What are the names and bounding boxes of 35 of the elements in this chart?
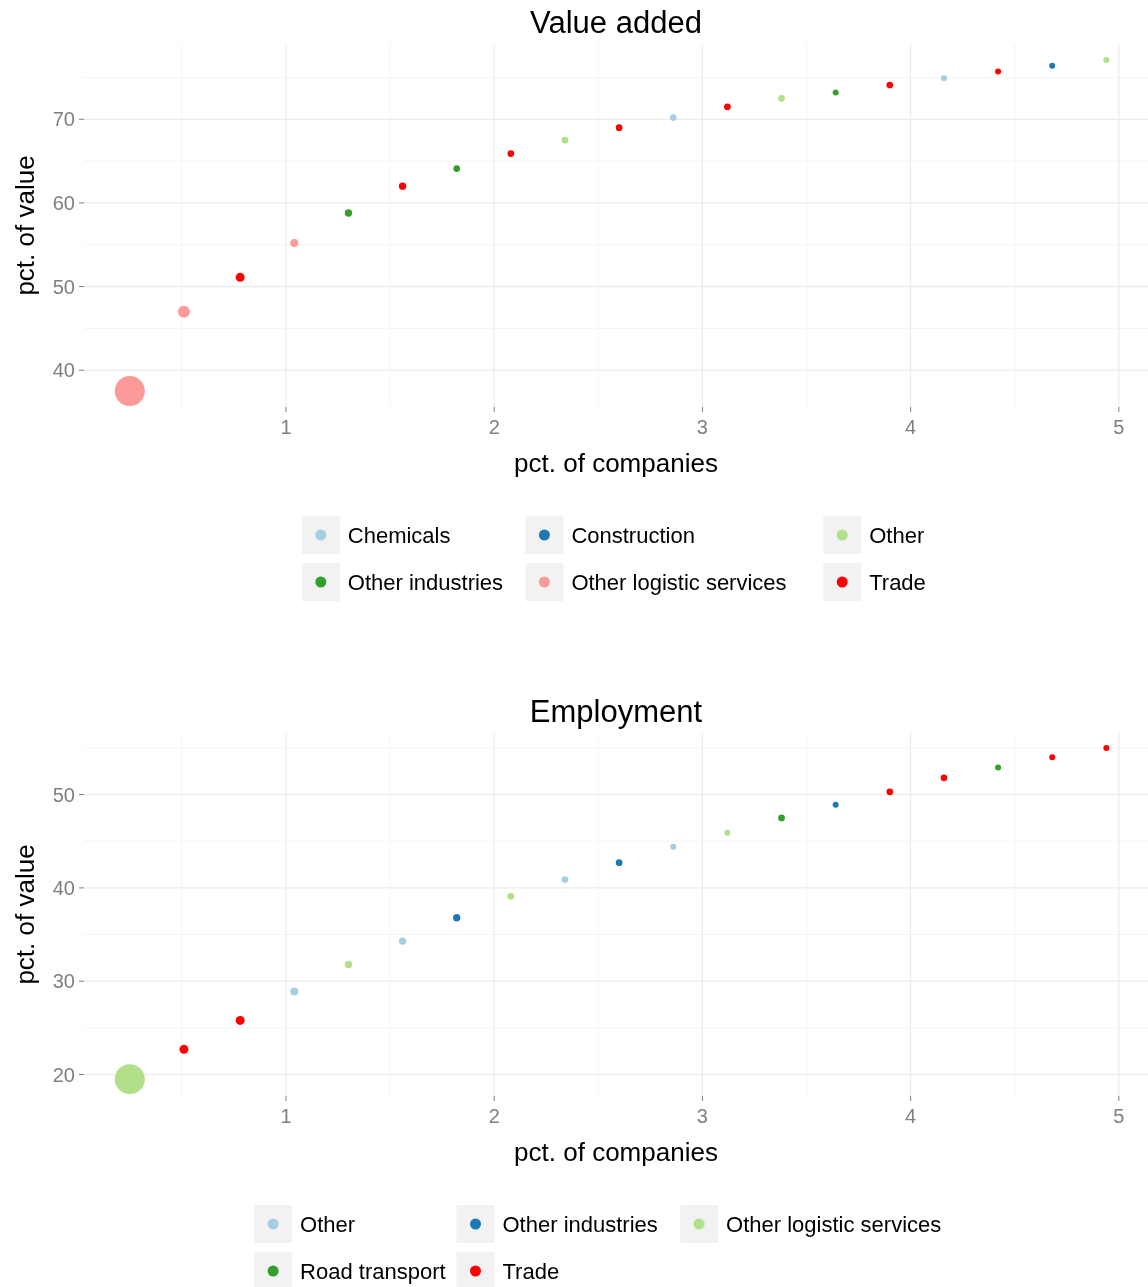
y-tick-label: 70: [52, 108, 75, 131]
legend-label: Trade: [502, 1258, 560, 1284]
chart-title: Value added: [530, 5, 702, 40]
legend-label: Other: [869, 522, 925, 548]
legend-label: Other logistic services: [571, 569, 787, 595]
x-axis-title: pct. of companies: [514, 1137, 718, 1167]
x-tick-label: 5: [1113, 1105, 1125, 1127]
chart-title: Employment: [529, 694, 703, 729]
y-tick-label: 50: [52, 275, 75, 298]
x-tick-label: 2: [488, 1105, 500, 1127]
x-tick-label: 2: [488, 416, 500, 438]
y-tick-label: 40: [52, 359, 75, 382]
x-tick-label: 4: [905, 416, 917, 438]
y-tick-label: 60: [52, 191, 75, 214]
x-tick-label: 3: [696, 1105, 708, 1127]
x-tick-label: 4: [905, 1105, 917, 1127]
y-axis-title: pct. of value: [10, 155, 40, 296]
y-tick-label: 30: [52, 970, 75, 993]
legend-label: Trade: [869, 569, 926, 595]
legend-label: Other industries: [347, 569, 504, 595]
y-axis-title: pct. of value: [10, 844, 40, 985]
x-tick-label: 1: [280, 1105, 292, 1127]
x-axis-title: pct. of companies: [514, 448, 718, 478]
legend-label: Other logistic services: [726, 1211, 942, 1237]
x-tick-label: 3: [696, 416, 708, 438]
legend-label: Other: [300, 1211, 356, 1237]
y-tick-label: 20: [52, 1063, 75, 1086]
x-tick-label: 5: [1113, 416, 1125, 438]
y-tick-label: 40: [52, 876, 75, 899]
legend-label: Road transport: [300, 1258, 446, 1284]
y-tick-label: 50: [52, 783, 75, 806]
legend-label: Other industries: [502, 1211, 658, 1237]
legend-label: Construction: [571, 522, 695, 548]
x-tick-label: 1: [280, 416, 292, 438]
legend-label: Chemicals: [347, 522, 451, 548]
